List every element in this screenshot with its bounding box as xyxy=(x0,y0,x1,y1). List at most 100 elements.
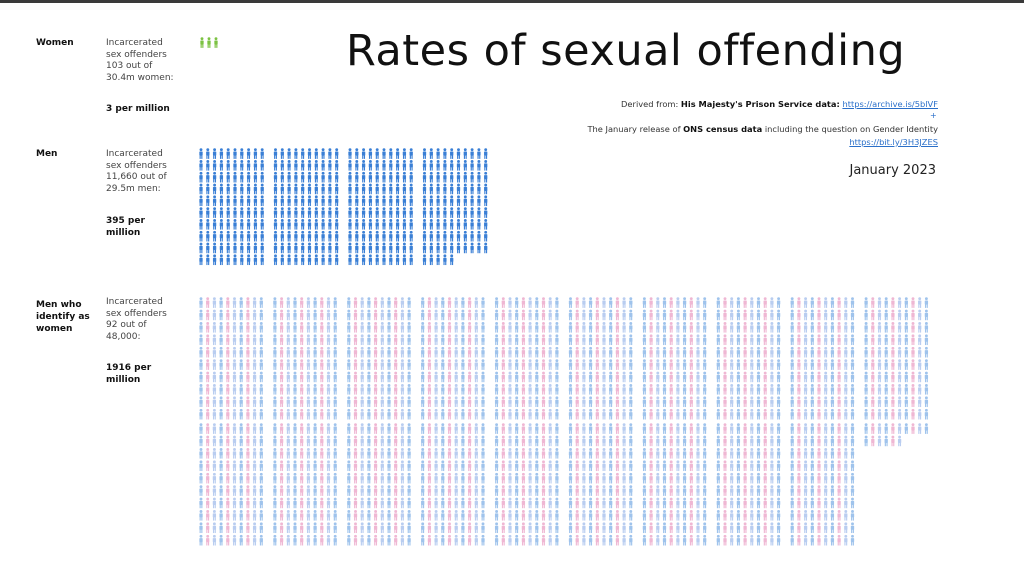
person-icon xyxy=(461,534,465,546)
person-icon xyxy=(375,254,379,266)
person-icon xyxy=(306,497,311,509)
person-icon xyxy=(656,322,660,333)
person-icon xyxy=(682,485,687,496)
person-icon xyxy=(837,534,841,546)
top-border xyxy=(0,0,1024,3)
person-icon xyxy=(521,371,526,383)
person-icon xyxy=(470,171,474,183)
person-icon xyxy=(395,171,400,183)
person-icon xyxy=(541,384,546,395)
person-icon xyxy=(240,160,244,171)
person-icon xyxy=(723,534,727,546)
person-icon xyxy=(387,408,391,420)
person-icon xyxy=(669,408,673,420)
person-icon xyxy=(368,242,373,254)
person-icon xyxy=(382,207,386,218)
person-icon xyxy=(508,448,512,459)
person-icon xyxy=(199,334,203,346)
person-icon xyxy=(515,534,519,546)
person-icon xyxy=(622,359,626,370)
person-icon xyxy=(649,408,653,420)
person-icon xyxy=(515,485,519,496)
person-icon xyxy=(368,148,373,159)
person-icon xyxy=(232,485,237,496)
person-icon xyxy=(246,207,251,218)
person-icon xyxy=(763,384,767,395)
person-icon xyxy=(280,148,284,159)
person-icon xyxy=(850,297,855,308)
person-icon xyxy=(790,346,794,358)
person-icon xyxy=(770,309,774,321)
person-icon xyxy=(447,384,452,395)
person-icon xyxy=(696,297,700,308)
person-icon xyxy=(300,460,304,472)
person-icon xyxy=(326,522,331,534)
person-icon xyxy=(924,384,929,395)
person-icon xyxy=(776,472,781,484)
person-icon xyxy=(474,346,478,358)
person-icon xyxy=(252,334,257,346)
person-icon xyxy=(897,423,902,434)
person-icon xyxy=(830,346,835,358)
person-icon xyxy=(320,435,324,447)
person-icon xyxy=(314,171,318,183)
person-icon xyxy=(273,219,278,230)
person-icon xyxy=(347,297,351,308)
person-icon xyxy=(743,423,747,434)
person-icon xyxy=(521,472,526,484)
person-icon xyxy=(850,396,855,408)
person-icon xyxy=(743,408,747,420)
person-icon xyxy=(756,359,761,370)
person-icon xyxy=(293,534,297,546)
person-icon xyxy=(696,485,700,496)
person-icon xyxy=(409,254,413,266)
person-icon xyxy=(447,485,452,496)
source-1-link[interactable]: https://archive.is/5blVF xyxy=(842,99,938,109)
source-2-link[interactable]: https://bit.ly/3H3JZES xyxy=(849,137,938,147)
person-icon xyxy=(602,297,606,308)
person-icon xyxy=(649,297,653,308)
person-icon xyxy=(375,230,379,242)
person-icon xyxy=(682,334,687,346)
person-icon xyxy=(750,322,754,333)
person-icon xyxy=(273,435,277,447)
person-icon xyxy=(494,522,499,534)
person-icon xyxy=(394,485,398,496)
person-icon xyxy=(662,408,667,420)
person-icon xyxy=(736,384,741,395)
person-icon xyxy=(904,359,908,370)
person-icon xyxy=(402,195,407,207)
person-icon xyxy=(441,534,445,546)
person-icon xyxy=(595,448,599,459)
person-icon xyxy=(347,359,351,370)
person-icon xyxy=(656,346,660,358)
person-icon xyxy=(548,396,552,408)
person-icon xyxy=(588,384,593,395)
person-icon xyxy=(629,309,633,321)
person-icon xyxy=(662,371,667,383)
person-icon xyxy=(335,183,339,195)
person-icon xyxy=(817,334,821,346)
person-icon xyxy=(361,219,366,230)
person-icon xyxy=(770,510,774,521)
person-icon xyxy=(199,322,203,333)
person-icon xyxy=(541,371,546,383)
person-icon xyxy=(541,460,546,472)
person-icon xyxy=(447,448,452,459)
person-icon xyxy=(508,396,512,408)
desc-line: 30.4m women: xyxy=(106,72,174,83)
person-icon xyxy=(602,309,606,321)
person-icon xyxy=(904,396,908,408)
person-icon xyxy=(582,522,586,534)
person-icon xyxy=(850,510,855,521)
person-icon xyxy=(568,510,573,521)
person-icon xyxy=(864,297,868,308)
person-icon xyxy=(212,219,217,230)
person-icon xyxy=(306,522,311,534)
person-icon xyxy=(844,322,848,333)
person-icon xyxy=(904,408,908,420)
person-icon xyxy=(918,408,922,420)
person-icon xyxy=(333,510,337,521)
person-icon xyxy=(615,435,620,447)
person-icon xyxy=(333,371,337,383)
